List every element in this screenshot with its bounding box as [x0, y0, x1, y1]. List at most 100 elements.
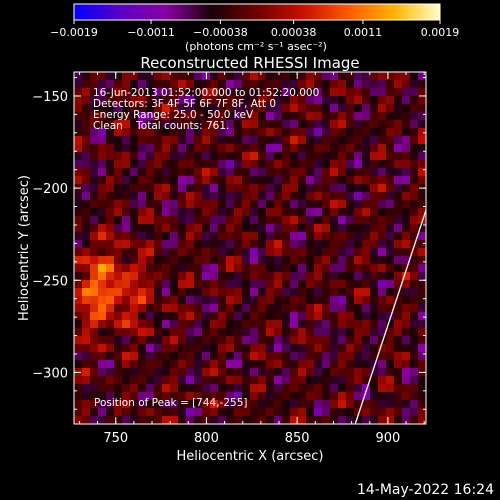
- heatmap-cell: [122, 296, 131, 305]
- heatmap-cell: [314, 232, 323, 241]
- heatmap-cell: [130, 200, 139, 209]
- heatmap-cell: [74, 96, 83, 105]
- heatmap-cell: [282, 392, 291, 401]
- heatmap-cell: [82, 288, 91, 297]
- heatmap-cell: [258, 72, 267, 81]
- heatmap-cell: [226, 104, 235, 113]
- heatmap-cell: [282, 160, 291, 169]
- annotation-time: 16-Jun-2013 01:52:00.000 to 01:52:20.000: [93, 87, 319, 99]
- heatmap-cell: [90, 136, 99, 145]
- heatmap-cell: [410, 304, 419, 313]
- heatmap-cell: [370, 192, 379, 201]
- heatmap-cell: [90, 88, 99, 97]
- heatmap-cell: [386, 384, 395, 393]
- heatmap-cell: [98, 248, 107, 257]
- heatmap-cell: [250, 328, 259, 337]
- heatmap-cell: [410, 96, 419, 105]
- heatmap-cell: [274, 200, 283, 209]
- heatmap-cell: [362, 256, 371, 265]
- heatmap-cell: [290, 288, 299, 297]
- heatmap-cell: [146, 272, 155, 281]
- heatmap-cell: [338, 80, 347, 89]
- heatmap-cell: [346, 184, 355, 193]
- heatmap-cell: [146, 240, 155, 249]
- heatmap-cell: [250, 240, 259, 249]
- heatmap-cell: [298, 200, 307, 209]
- heatmap-cell: [314, 384, 323, 393]
- heatmap-cell: [154, 408, 163, 417]
- heatmap-cell: [314, 160, 323, 169]
- heatmap-cell: [178, 88, 187, 97]
- heatmap-cell: [418, 312, 426, 321]
- heatmap-cell: [114, 184, 123, 193]
- heatmap-cell: [90, 184, 99, 193]
- heatmap-cell: [370, 96, 379, 105]
- heatmap-cell: [122, 136, 131, 145]
- heatmap-cell: [202, 136, 211, 145]
- heatmap-cell: [170, 312, 179, 321]
- heatmap-cell: [410, 280, 419, 289]
- heatmap-cell: [298, 152, 307, 161]
- heatmap-cell: [346, 176, 355, 185]
- heatmap-cell: [418, 88, 426, 97]
- heatmap-cell: [138, 208, 147, 217]
- heatmap-cell: [362, 232, 371, 241]
- heatmap-cell: [90, 72, 99, 81]
- heatmap-cell: [138, 192, 147, 201]
- heatmap-cell: [210, 312, 219, 321]
- heatmap-cell: [98, 400, 107, 409]
- heatmap-cell: [82, 264, 91, 273]
- heatmap-cell: [242, 336, 251, 345]
- heatmap-cell: [154, 184, 163, 193]
- heatmap-cell: [242, 360, 251, 369]
- heatmap-cell: [386, 344, 395, 353]
- heatmap-cell: [330, 144, 339, 153]
- heatmap-cell: [226, 328, 235, 337]
- heatmap-cell: [274, 344, 283, 353]
- heatmap-cell: [346, 144, 355, 153]
- colorbar: [73, 3, 441, 21]
- heatmap-cell: [146, 416, 155, 424]
- heatmap-cell: [362, 120, 371, 129]
- heatmap-cell: [258, 264, 267, 273]
- heatmap-cell: [74, 120, 83, 129]
- x-tick-label: 800: [194, 431, 219, 446]
- heatmap-cell: [146, 376, 155, 385]
- heatmap-cell: [346, 320, 355, 329]
- heatmap-cell: [106, 280, 115, 289]
- heatmap-cell: [306, 216, 315, 225]
- heatmap-cell: [162, 360, 171, 369]
- heatmap-cell: [242, 176, 251, 185]
- heatmap-cell: [178, 80, 187, 89]
- heatmap-cell: [418, 144, 426, 153]
- heatmap-cell: [226, 320, 235, 329]
- heatmap-cell: [122, 304, 131, 313]
- heatmap-cell: [346, 376, 355, 385]
- heatmap-cell: [146, 384, 155, 393]
- heatmap-cell: [90, 104, 99, 113]
- heatmap-cell: [402, 192, 411, 201]
- heatmap-cell: [98, 296, 107, 305]
- heatmap-cell: [258, 304, 267, 313]
- heatmap-cell: [370, 272, 379, 281]
- heatmap-cell: [122, 392, 131, 401]
- heatmap-cell: [98, 256, 107, 265]
- heatmap-cell: [82, 104, 91, 113]
- heatmap-cell: [90, 392, 99, 401]
- heatmap-cell: [202, 184, 211, 193]
- heatmap-cell: [114, 136, 123, 145]
- heatmap-cell: [362, 144, 371, 153]
- x-tick-label: 850: [285, 431, 310, 446]
- heatmap-cell: [306, 384, 315, 393]
- heatmap-cell: [402, 152, 411, 161]
- heatmap-cell: [122, 96, 131, 105]
- heatmap-cell: [186, 304, 195, 313]
- heatmap-cell: [322, 280, 331, 289]
- colorbar-tick-label: 0.0011: [344, 26, 383, 39]
- heatmap-cell: [226, 368, 235, 377]
- heatmap-cell: [386, 336, 395, 345]
- heatmap-cell: [274, 104, 283, 113]
- heatmap-cell: [290, 104, 299, 113]
- heatmap-cell: [178, 352, 187, 361]
